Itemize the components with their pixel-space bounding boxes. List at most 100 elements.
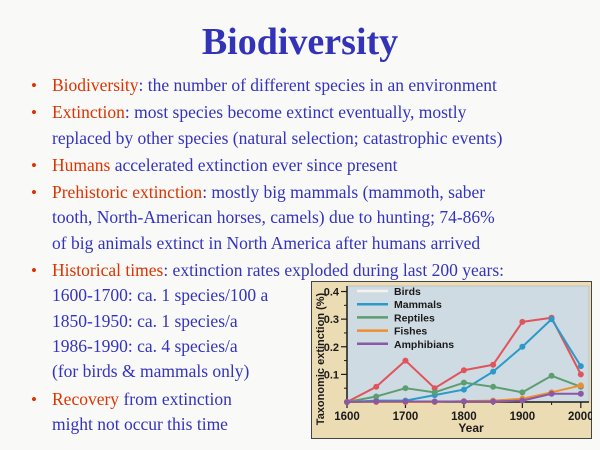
data-point-mammals	[577, 363, 584, 370]
data-point-birds	[431, 385, 438, 392]
x-tick-label: 1800	[451, 411, 477, 423]
legend-item: Mammals	[357, 299, 442, 311]
bullet-line: (for birds & mammals only)	[52, 359, 504, 384]
data-point-amphibians	[344, 399, 350, 405]
body-text: might not occur this time	[52, 413, 228, 434]
body-text: replaced by other species (natural selec…	[52, 127, 503, 148]
data-point-reptiles	[460, 379, 467, 386]
bullet-line: might not occur this time	[52, 412, 232, 437]
body-text: tooth, North-American horses, camels) du…	[52, 207, 495, 228]
legend-label: Fishes	[394, 326, 427, 338]
data-point-birds	[519, 318, 526, 325]
x-tick-label: 1900	[510, 411, 536, 423]
body-text: 1986-1990: ca. 4 species/a	[52, 335, 238, 356]
x-tick-label: 1700	[393, 411, 419, 423]
bullet-text: Biodiversity: the number of different sp…	[52, 73, 497, 98]
bullet-text: Recovery from extinction might not occur …	[52, 387, 232, 438]
data-point-mammals	[548, 316, 555, 323]
data-point-amphibians	[577, 390, 584, 397]
data-point-birds	[373, 383, 380, 390]
body-text: : most species become extinct eventually…	[124, 102, 467, 123]
legend-item: Reptiles	[357, 312, 435, 324]
x-tick-label: 1600	[334, 411, 360, 423]
data-point-birds	[577, 371, 584, 378]
bullet-marker: •	[31, 103, 37, 123]
bullet-item: • Historical times: extinction rates expl…	[31, 258, 600, 384]
legend-label: Reptiles	[394, 312, 435, 324]
data-point-amphibians	[431, 398, 438, 405]
data-point-birds	[490, 361, 497, 368]
data-point-mammals	[490, 368, 497, 375]
legend-label: Amphibians	[394, 339, 454, 351]
bullet-item: • Prehistoric extinction: mostly big mamm…	[31, 180, 600, 256]
data-point-amphibians	[548, 390, 555, 397]
data-point-amphibians	[402, 398, 409, 405]
bullet-marker: •	[31, 76, 37, 95]
bullet-line: Humans accelerated extinction ever since…	[52, 153, 397, 178]
keyword-text: Recovery	[52, 388, 120, 409]
bullet-line: Biodiversity: the number of different sp…	[52, 73, 497, 98]
y-tick-label: 0.4	[324, 287, 340, 299]
data-point-reptiles	[431, 389, 438, 396]
keyword-text: Extinction	[52, 102, 125, 123]
y-axis-title: Taxonomic extinction (%)	[315, 292, 327, 425]
data-point-fishes	[577, 382, 584, 389]
bullet-line: 1850-1950: ca. 1 species/a	[52, 309, 504, 334]
bullet-text: Humans accelerated extinction ever since…	[52, 153, 397, 178]
bullet-item: • Humans accelerated extinction ever sinc…	[31, 153, 600, 178]
legend-item: Amphibians	[357, 339, 454, 351]
bullet-line: Historical times: extinction rates explo…	[52, 258, 504, 283]
data-point-reptiles	[402, 385, 409, 392]
data-point-amphibians	[519, 397, 526, 404]
body-text: (for birds & mammals only)	[52, 361, 250, 382]
bullet-text: Prehistoric extinction: mostly big mamma…	[52, 180, 495, 256]
body-text: 1600-1700: ca. 1 species/100 a	[52, 285, 269, 306]
bullet-list: • Biodiversity: the number of different s…	[31, 73, 600, 439]
keyword-text: Biodiversity	[52, 75, 139, 95]
y-tick-label: 0.2	[324, 342, 339, 354]
bullet-line: tooth, North-American horses, camels) du…	[52, 205, 495, 230]
data-point-mammals	[519, 343, 526, 350]
body-text: : the number of different species in an …	[138, 75, 497, 95]
legend-label: Mammals	[394, 299, 442, 311]
bullet-marker: •	[31, 155, 37, 175]
bullet-item: • Recovery from extinction might not occur…	[31, 387, 600, 438]
body-text: from extinction	[119, 388, 232, 409]
data-point-reptiles	[519, 389, 526, 396]
data-point-mammals	[460, 386, 467, 393]
bullet-marker: •	[31, 389, 37, 409]
bullet-line: 1600-1700: ca. 1 species/100 a	[52, 283, 504, 308]
bullet-text: Historical times: extinction rates explo…	[52, 258, 504, 384]
data-point-amphibians	[490, 398, 497, 405]
x-tick-label: 2000	[568, 411, 592, 423]
body-text: 1850-1950: ca. 1 species/a	[52, 310, 238, 331]
y-tick-label: 0.3	[324, 314, 339, 326]
bullet-item: • Extinction: most species become extinct…	[31, 100, 600, 151]
bullet-text: Extinction: most species become extinct …	[52, 100, 502, 151]
body-text: of big animals extinct in North America …	[52, 232, 481, 253]
extinction-chart: 0.1 0.2 0.3 0.4 1600 1700 1800 1900 2000 Birds Mam…	[311, 281, 594, 439]
page-title: Biodiversity	[201, 21, 399, 63]
bullet-marker: •	[31, 261, 37, 281]
data-point-birds	[402, 357, 409, 364]
body-text: accelerated extinction ever since presen…	[110, 154, 398, 175]
data-point-amphibians	[373, 398, 380, 405]
data-point-reptiles	[373, 393, 380, 400]
keyword-text: Humans	[52, 154, 111, 175]
bullet-marker: •	[31, 183, 37, 203]
data-point-reptiles	[490, 383, 497, 390]
bullet-line: of big animals extinct in North America …	[52, 231, 495, 256]
keyword-text: Historical times	[52, 260, 164, 281]
data-point-birds	[460, 367, 467, 374]
extinction-chart-svg: 0.1 0.2 0.3 0.4 1600 1700 1800 1900 2000 BirdsMam…	[311, 281, 594, 439]
data-point-amphibians	[460, 398, 467, 405]
y-tick-label: 0.1	[324, 369, 339, 381]
bullet-line: replaced by other species (natural selec…	[52, 126, 502, 151]
bullet-line: Prehistoric extinction: mostly big mamma…	[52, 180, 495, 205]
body-text: : mostly big mammals (mammoth, saber	[202, 182, 486, 203]
bullet-line: Recovery from extinction	[52, 387, 232, 412]
legend-label: Birds	[394, 286, 421, 298]
body-text: : extinction rates exploded during last …	[163, 260, 504, 281]
bullet-line: Extinction: most species become extinct …	[52, 100, 502, 125]
